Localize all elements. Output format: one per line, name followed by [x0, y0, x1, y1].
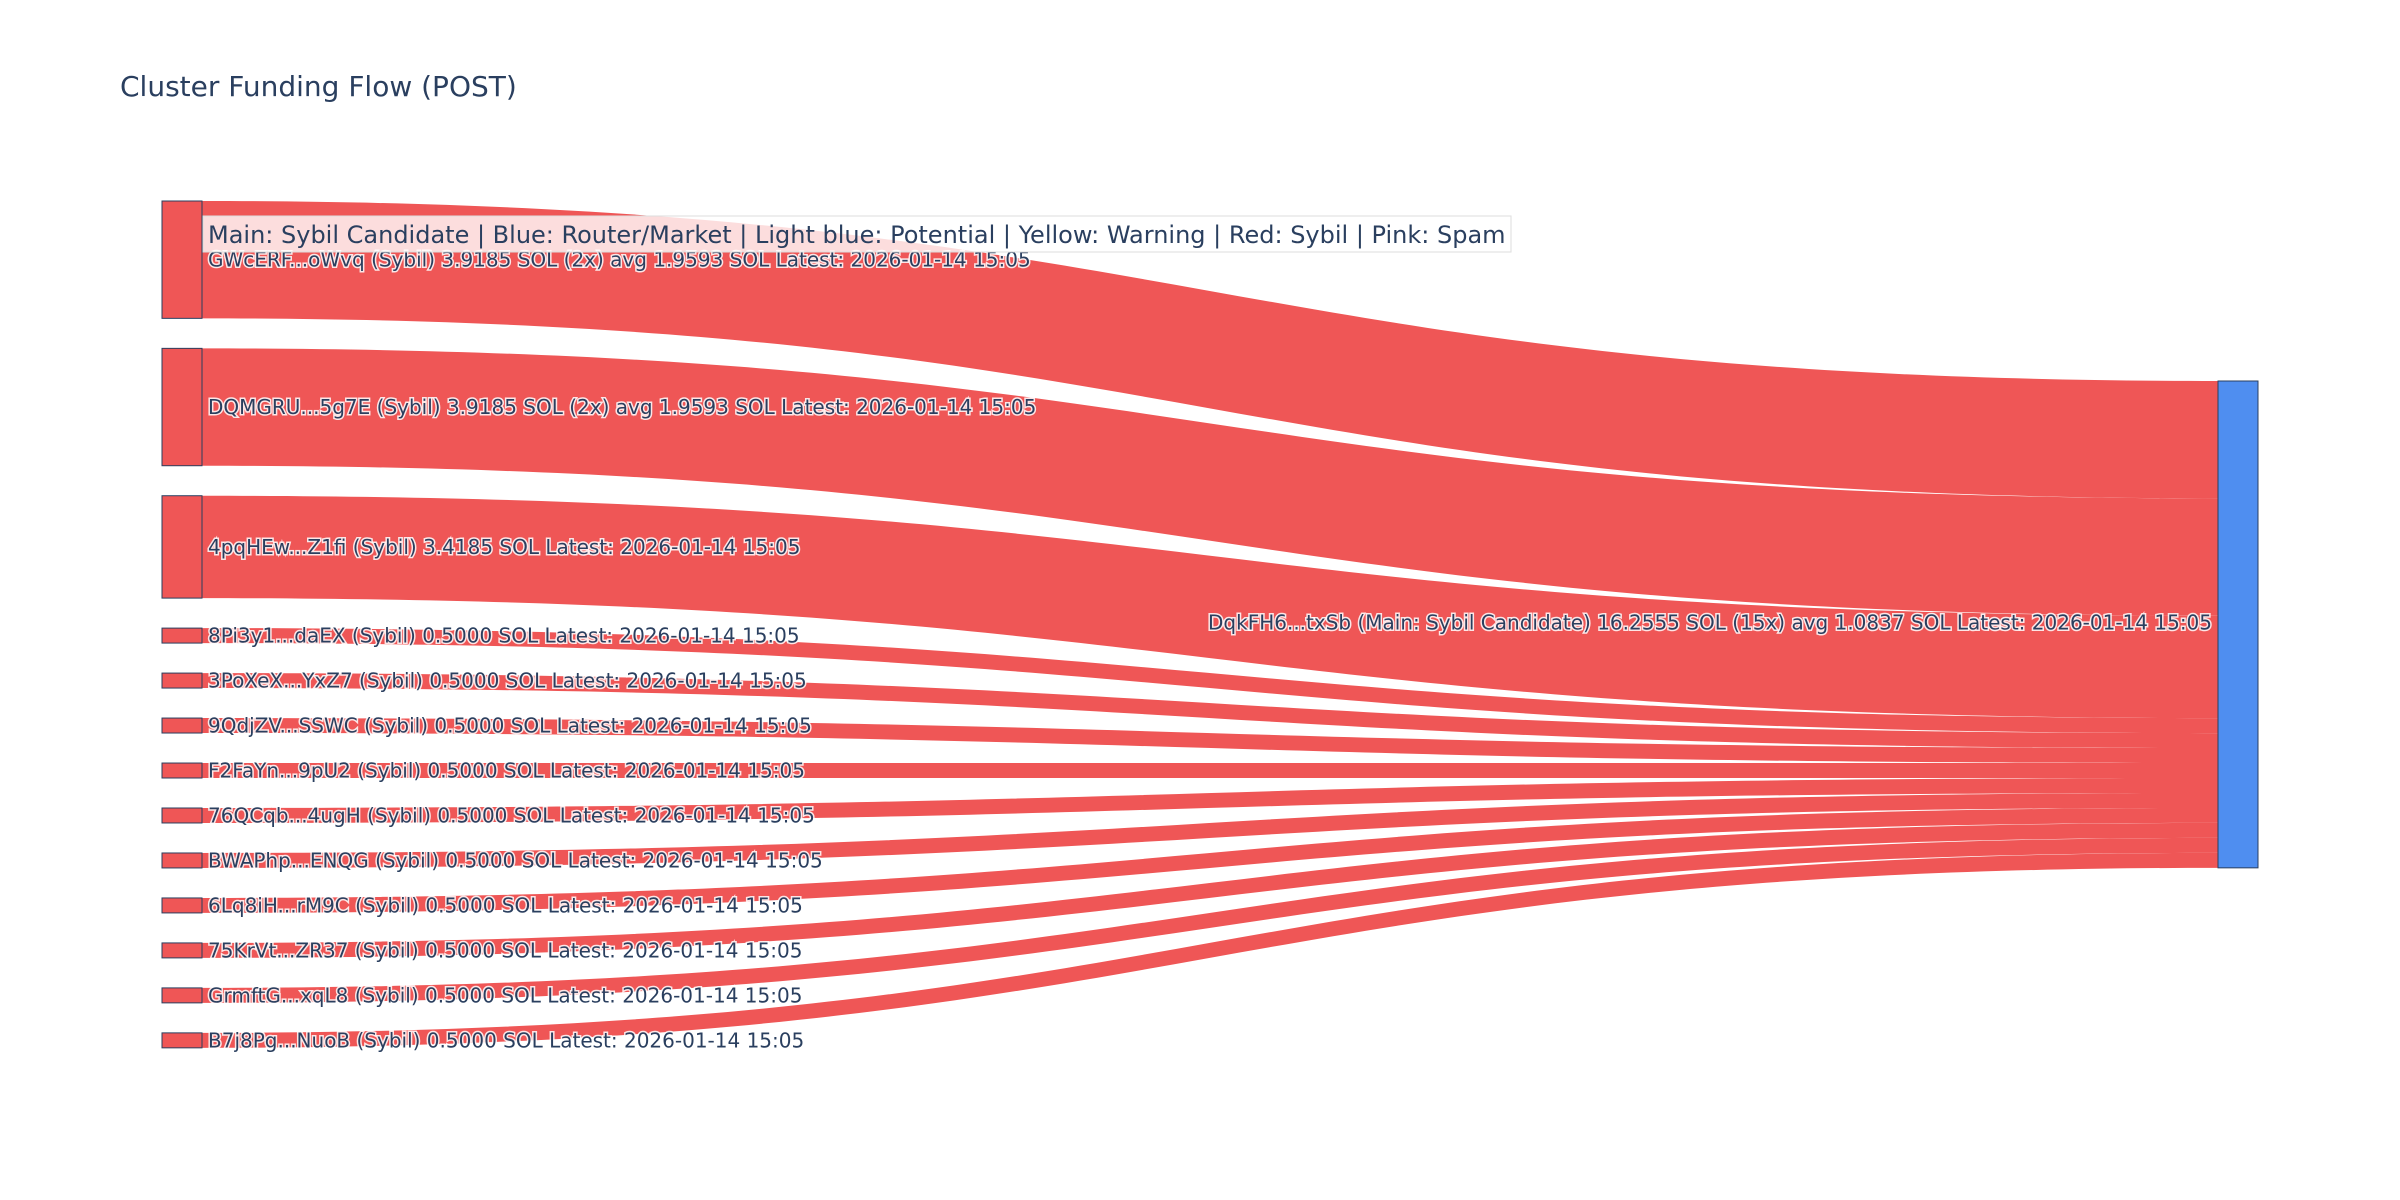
source-node[interactable]	[161, 897, 203, 914]
target-node[interactable]	[2217, 380, 2259, 869]
flow-link	[202, 822, 2218, 958]
source-node[interactable]	[161, 1032, 203, 1049]
chart-title: Cluster Funding Flow (POST)	[120, 70, 517, 103]
node-label: GrmftG...xqL8 (Sybil) 0.5000 SOL Latest:…	[208, 983, 802, 1007]
source-node[interactable]	[161, 942, 203, 959]
legend-note: Main: Sybil Candidate | Blue: Router/Mar…	[202, 215, 1512, 253]
flow-link	[202, 792, 2218, 868]
source-node[interactable]	[161, 495, 203, 599]
flow-link	[202, 673, 2218, 749]
source-node[interactable]	[161, 717, 203, 734]
source-node[interactable]	[161, 852, 203, 869]
node-label: DQMGRU...5g7E (Sybil) 3.9185 SOL (2x) av…	[208, 395, 1036, 419]
flow-link	[202, 201, 2218, 499]
source-node[interactable]	[161, 807, 203, 824]
source-node[interactable]	[161, 200, 203, 319]
node-label: B7j8Pg...NuoB (Sybil) 0.5000 SOL Latest:…	[208, 1028, 804, 1052]
nodes-layer	[161, 200, 2259, 1049]
flow-link	[202, 852, 2218, 1048]
source-node[interactable]	[161, 987, 203, 1004]
source-node[interactable]	[161, 672, 203, 689]
flow-link	[202, 763, 2218, 779]
node-label: 9QdjZV...SSWC (Sybil) 0.5000 SOL Latest:…	[208, 714, 812, 738]
node-label: DqkFH6...txSb (Main: Sybil Candidate) 16…	[1208, 610, 2212, 634]
flow-link	[202, 718, 2218, 764]
source-node[interactable]	[161, 347, 203, 467]
flow-link	[202, 628, 2218, 734]
node-label: 76QCqb...4ugH (Sybil) 0.5000 SOL Latest:…	[208, 803, 815, 827]
node-label: F2FaYn...9pU2 (Sybil) 0.5000 SOL Latest:…	[208, 759, 805, 783]
source-node[interactable]	[161, 762, 203, 779]
flow-link	[202, 837, 2218, 1003]
flow-link	[202, 807, 2218, 913]
legend-text: Main: Sybil Candidate | Blue: Router/Mar…	[208, 221, 1506, 249]
node-label: 8Pi3y1...daEX (Sybil) 0.5000 SOL Latest:…	[208, 624, 800, 648]
node-label: 3PoXeX...YxZ7 (Sybil) 0.5000 SOL Latest:…	[208, 669, 807, 693]
links-layer	[202, 201, 2218, 1048]
node-label: 6Lq8iH...rM9C (Sybil) 0.5000 SOL Latest:…	[208, 893, 803, 917]
legend-layer: Main: Sybil Candidate | Blue: Router/Mar…	[202, 215, 1512, 253]
labels-layer: GWcERF...oWvq (Sybil) 3.9185 SOL (2x) av…	[207, 246, 2214, 1054]
node-label: BWAPhp...ENQG (Sybil) 0.5000 SOL Latest:…	[208, 848, 823, 872]
node-label: 4pqHEw...Z1fi (Sybil) 3.4185 SOL Latest:…	[208, 535, 800, 559]
flow-link	[202, 495, 2218, 719]
node-label: 75KrVt...ZR37 (Sybil) 0.5000 SOL Latest:…	[208, 938, 803, 962]
legend-box	[202, 215, 1512, 253]
source-node[interactable]	[161, 627, 203, 644]
flow-link	[202, 778, 2218, 823]
flow-link	[202, 348, 2218, 616]
